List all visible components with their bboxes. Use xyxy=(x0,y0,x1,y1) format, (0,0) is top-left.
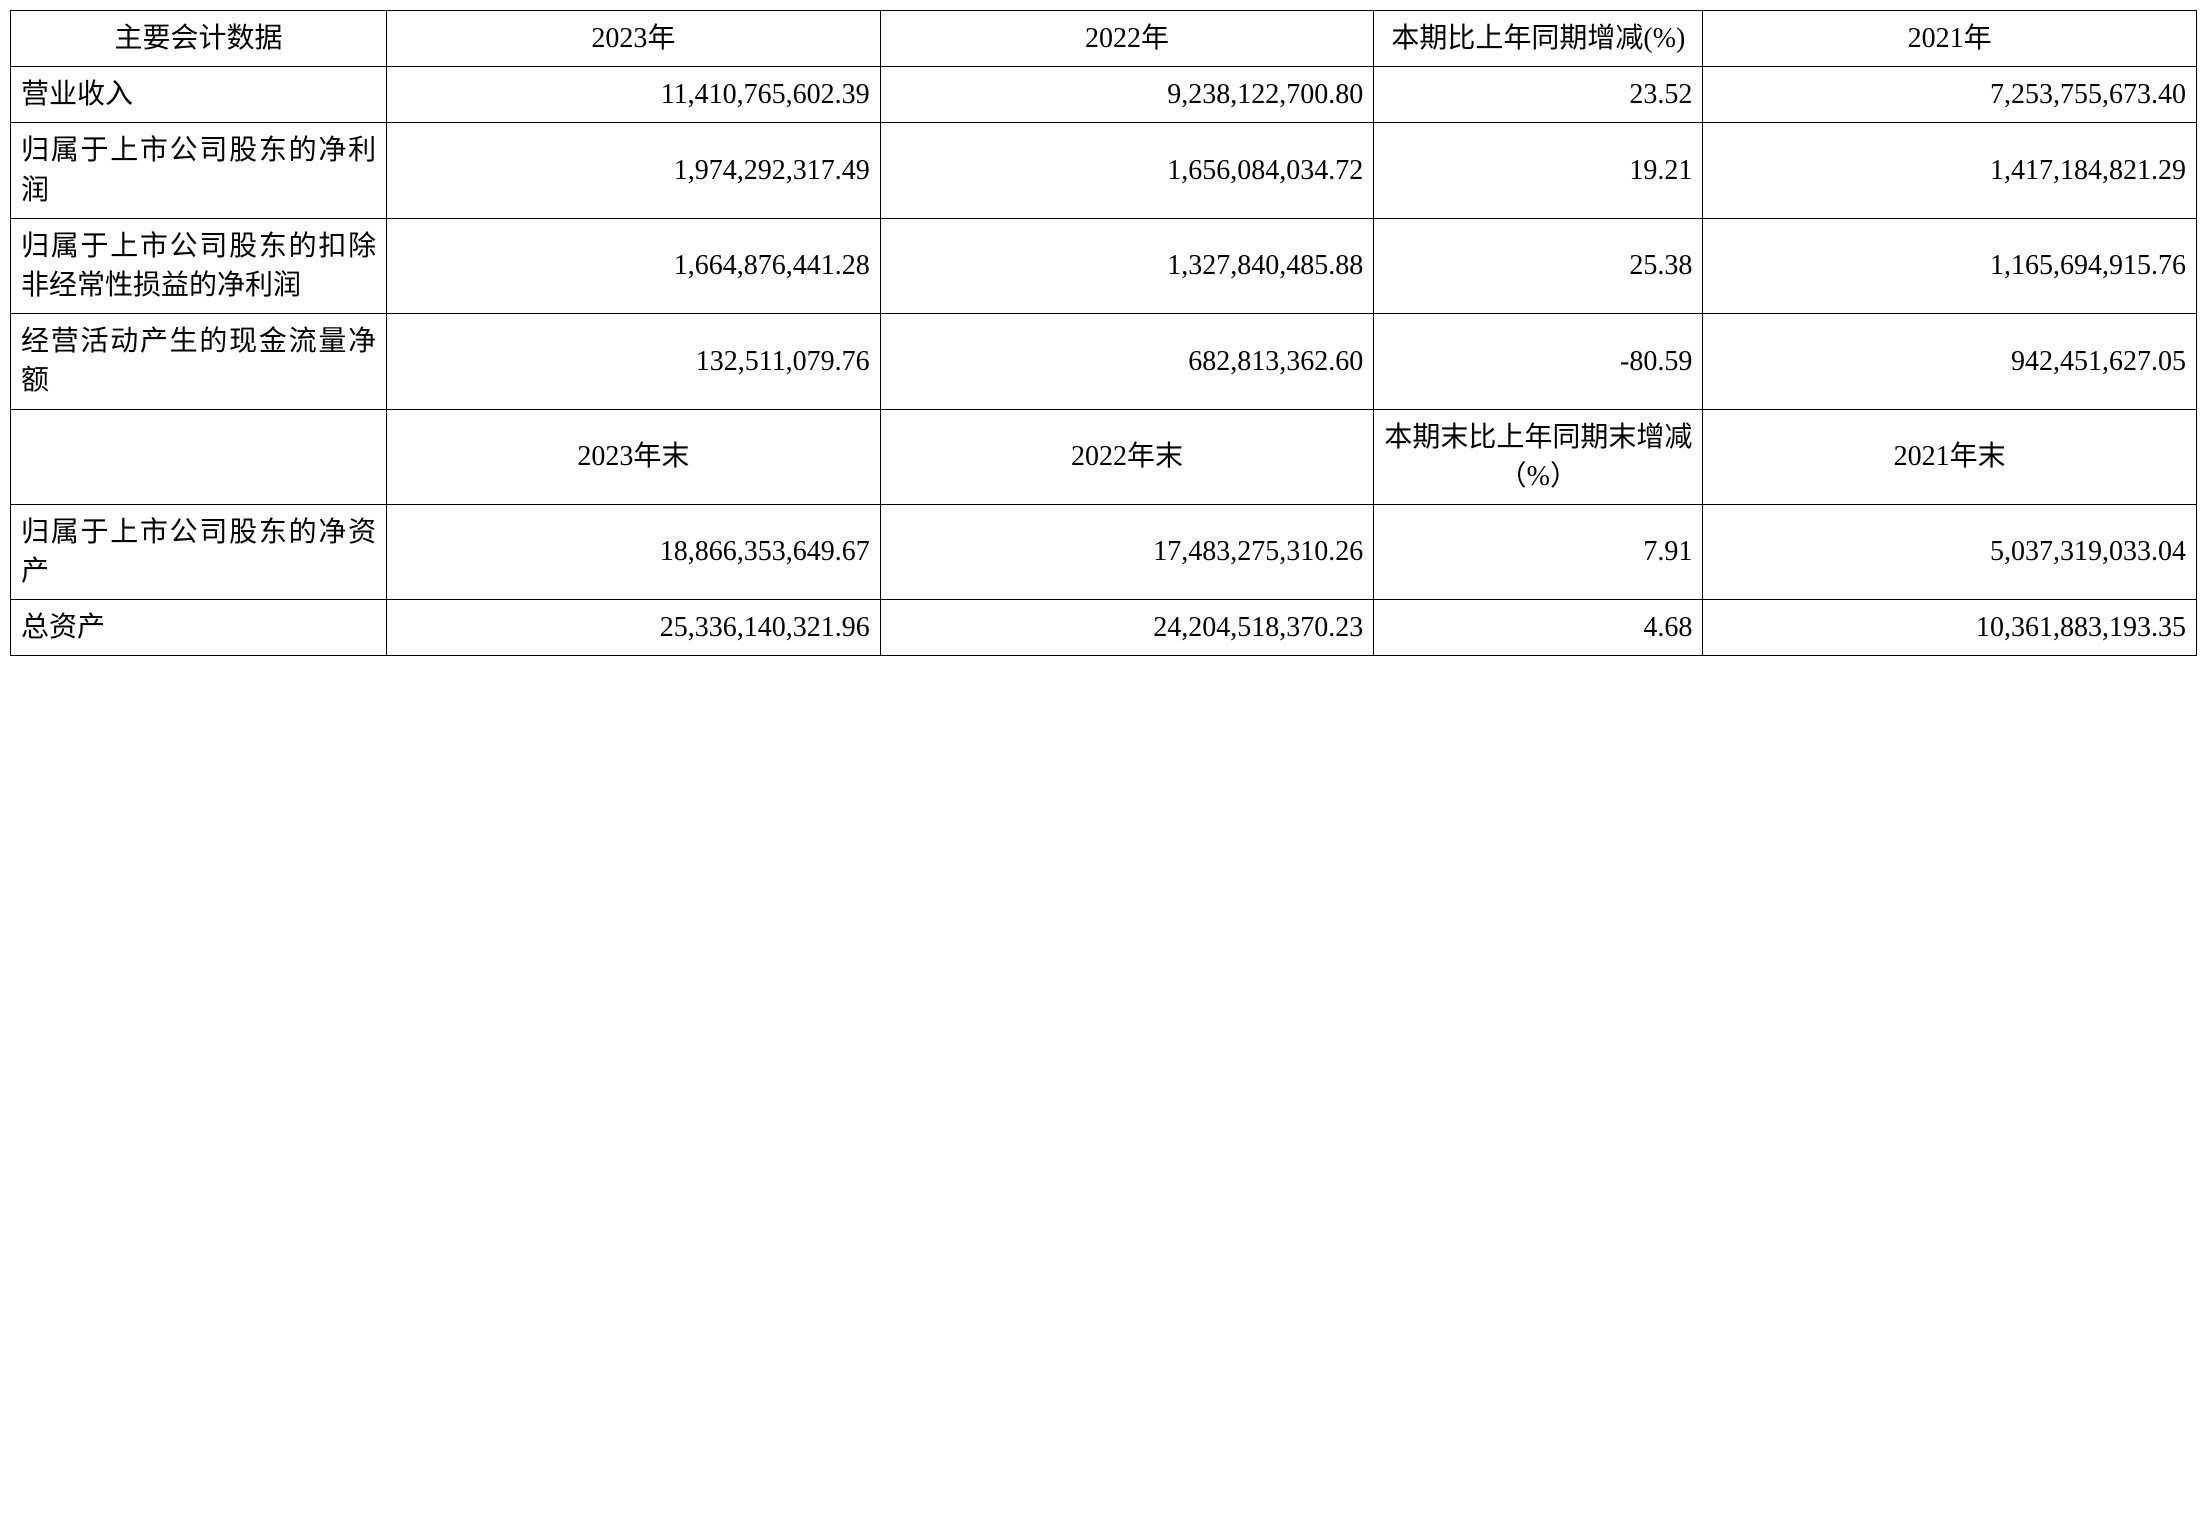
header-2023: 2023年 xyxy=(387,11,881,67)
cell-pct: 19.21 xyxy=(1374,123,1703,218)
cell-y2021: 5,037,319,033.04 xyxy=(1703,504,2197,599)
row-label: 总资产 xyxy=(11,600,387,656)
cell-y2021: 942,451,627.05 xyxy=(1703,314,2197,409)
table-row: 经营活动产生的现金流量净额 132,511,079.76 682,813,362… xyxy=(11,314,2197,409)
cell-y2023: 25,336,140,321.96 xyxy=(387,600,881,656)
table-row: 归属于上市公司股东的净资产 18,866,353,649.67 17,483,2… xyxy=(11,504,2197,599)
cell-pct: 4.68 xyxy=(1374,600,1703,656)
header-label: 主要会计数据 xyxy=(11,11,387,67)
cell-pct: 7.91 xyxy=(1374,504,1703,599)
cell-y2021: 1,165,694,915.76 xyxy=(1703,218,2197,313)
table-row: 营业收入 11,410,765,602.39 9,238,122,700.80 … xyxy=(11,67,2197,123)
cell-y2022: 1,327,840,485.88 xyxy=(880,218,1374,313)
cell-y2023: 11,410,765,602.39 xyxy=(387,67,881,123)
table-row: 总资产 25,336,140,321.96 24,204,518,370.23 … xyxy=(11,600,2197,656)
row-label: 归属于上市公司股东的净资产 xyxy=(11,504,387,599)
header-2021: 2021年 xyxy=(1703,11,2197,67)
cell-y2022: 1,656,084,034.72 xyxy=(880,123,1374,218)
table-header-row-1: 主要会计数据 2023年 2022年 本期比上年同期增减(%) 2021年 xyxy=(11,11,2197,67)
table-row: 归属于上市公司股东的扣除非经常性损益的净利润 1,664,876,441.28 … xyxy=(11,218,2197,313)
header-2021-end: 2021年末 xyxy=(1703,409,2197,504)
header-2022-end: 2022年末 xyxy=(880,409,1374,504)
table-row: 归属于上市公司股东的净利润 1,974,292,317.49 1,656,084… xyxy=(11,123,2197,218)
header-pct: 本期比上年同期增减(%) xyxy=(1374,11,1703,67)
cell-pct: 25.38 xyxy=(1374,218,1703,313)
cell-y2021: 7,253,755,673.40 xyxy=(1703,67,2197,123)
header-pct-end: 本期末比上年同期末增减（%） xyxy=(1374,409,1703,504)
financial-data-table: 主要会计数据 2023年 2022年 本期比上年同期增减(%) 2021年 营业… xyxy=(10,10,2197,656)
cell-y2022: 682,813,362.60 xyxy=(880,314,1374,409)
cell-y2021: 1,417,184,821.29 xyxy=(1703,123,2197,218)
row-label: 归属于上市公司股东的扣除非经常性损益的净利润 xyxy=(11,218,387,313)
row-label: 归属于上市公司股东的净利润 xyxy=(11,123,387,218)
cell-y2023: 18,866,353,649.67 xyxy=(387,504,881,599)
header-blank xyxy=(11,409,387,504)
row-label: 营业收入 xyxy=(11,67,387,123)
cell-pct: -80.59 xyxy=(1374,314,1703,409)
cell-y2023: 1,664,876,441.28 xyxy=(387,218,881,313)
cell-y2021: 10,361,883,193.35 xyxy=(1703,600,2197,656)
row-label: 经营活动产生的现金流量净额 xyxy=(11,314,387,409)
cell-y2022: 24,204,518,370.23 xyxy=(880,600,1374,656)
header-2022: 2022年 xyxy=(880,11,1374,67)
cell-pct: 23.52 xyxy=(1374,67,1703,123)
cell-y2023: 1,974,292,317.49 xyxy=(387,123,881,218)
cell-y2022: 17,483,275,310.26 xyxy=(880,504,1374,599)
table-header-row-2: 2023年末 2022年末 本期末比上年同期末增减（%） 2021年末 xyxy=(11,409,2197,504)
header-2023-end: 2023年末 xyxy=(387,409,881,504)
cell-y2022: 9,238,122,700.80 xyxy=(880,67,1374,123)
cell-y2023: 132,511,079.76 xyxy=(387,314,881,409)
